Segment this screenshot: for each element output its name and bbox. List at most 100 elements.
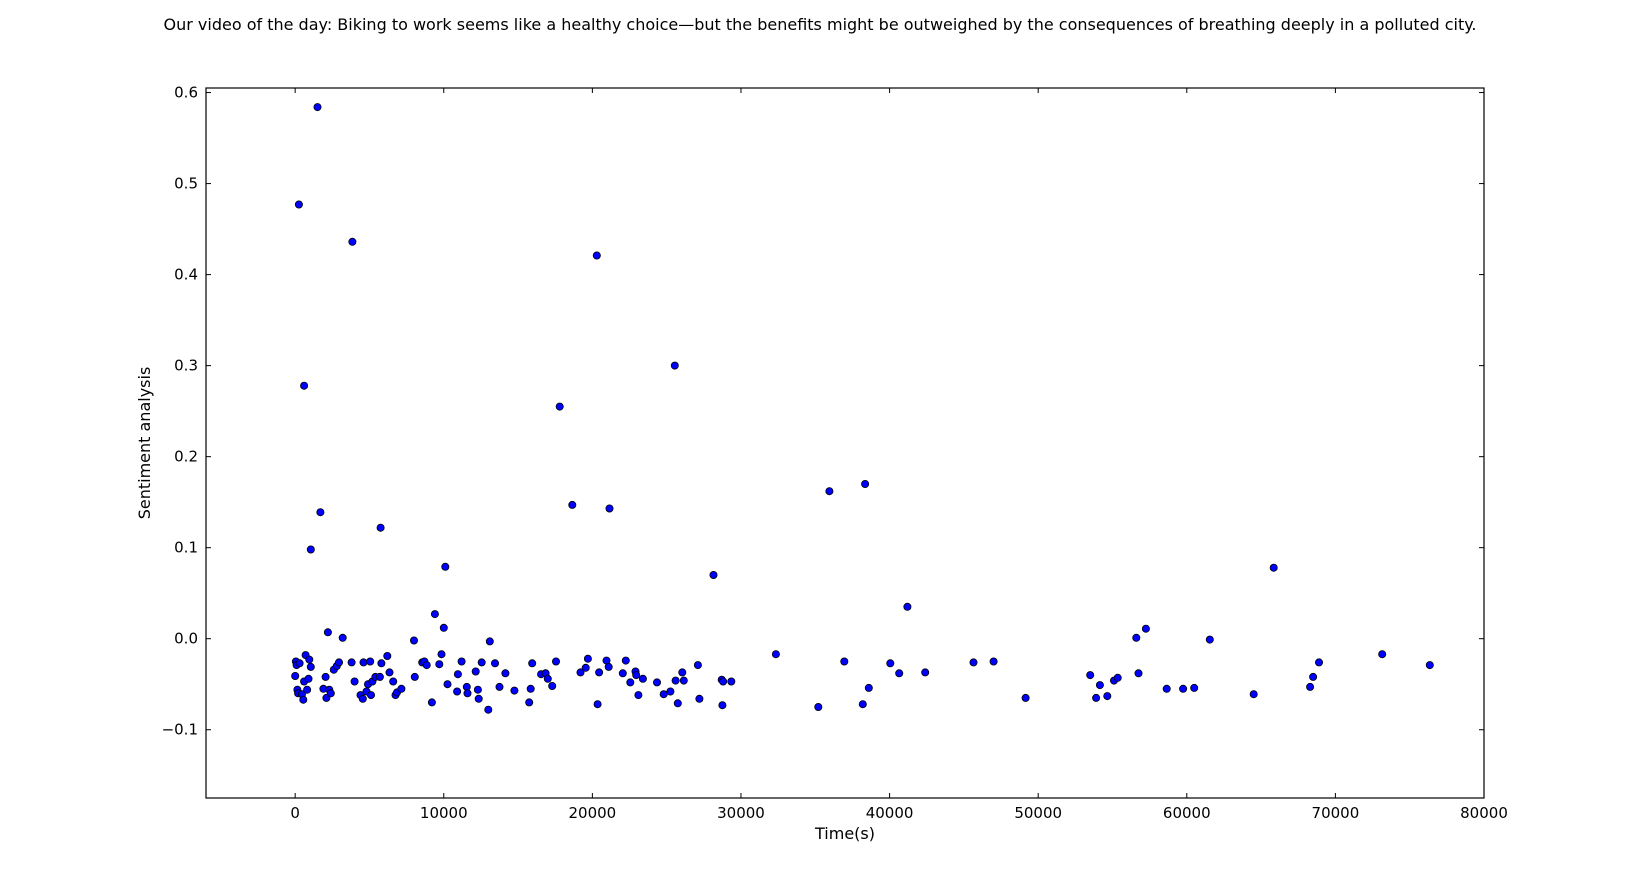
data-point (595, 668, 604, 677)
data-point (1095, 681, 1104, 690)
data-point (303, 685, 312, 694)
data-point (305, 655, 314, 664)
data-point (727, 677, 736, 686)
data-point (1162, 684, 1171, 693)
data-point (771, 650, 780, 659)
data-point (593, 700, 602, 709)
data-point (1378, 650, 1387, 659)
data-point (632, 671, 641, 680)
data-point (409, 636, 418, 645)
data-point (626, 678, 635, 687)
data-point (348, 237, 357, 246)
data-point (350, 677, 359, 686)
data-point (439, 623, 448, 632)
x-tick-label: 0 (290, 804, 300, 822)
data-point (555, 402, 564, 411)
data-point (443, 680, 452, 689)
data-point (376, 523, 385, 532)
data-point (397, 684, 406, 693)
data-point (510, 686, 519, 695)
x-tick-label: 60000 (1163, 804, 1211, 822)
x-axis-ticks: 0 10000 20000 30000 40000 50000 60000 70000 8000… (290, 88, 1508, 822)
data-point (441, 562, 450, 571)
x-tick-label: 20000 (569, 804, 617, 822)
data-point (969, 658, 978, 667)
y-tick-label: 0.1 (174, 539, 198, 557)
data-point (359, 658, 368, 667)
data-point (1269, 563, 1278, 572)
x-tick-label: 30000 (717, 804, 765, 822)
data-point (313, 103, 322, 112)
y-axis-ticks: −0.1 0.0 0.1 0.2 0.3 0.4 0.5 0.6 (162, 84, 1484, 739)
data-point (1134, 669, 1143, 678)
data-point (1309, 672, 1318, 681)
data-point (719, 677, 728, 686)
y-tick-label: 0.0 (174, 630, 198, 648)
y-tick-label: 0.4 (174, 266, 198, 284)
data-point (1092, 693, 1101, 702)
data-point (383, 652, 392, 661)
data-point (321, 672, 330, 681)
x-tick-label: 40000 (866, 804, 914, 822)
data-point (326, 689, 335, 698)
x-axis-label: Time(s) (814, 824, 875, 843)
data-point (495, 682, 504, 691)
data-point (1103, 692, 1112, 701)
data-point (581, 663, 590, 672)
data-point (858, 700, 867, 709)
data-point (1086, 671, 1095, 680)
data-point (427, 698, 436, 707)
data-point (814, 703, 823, 712)
x-tick-label: 50000 (1014, 804, 1062, 822)
data-point (501, 669, 510, 678)
y-axis-label: Sentiment analysis (135, 367, 154, 520)
data-point (291, 672, 300, 681)
data-point (552, 657, 561, 666)
data-point (576, 668, 585, 677)
y-tick-label: 0.2 (174, 448, 198, 466)
data-point (605, 504, 614, 513)
y-tick-label: 0.3 (174, 357, 198, 375)
data-point (670, 361, 679, 370)
data-point (453, 670, 462, 679)
data-point (526, 684, 535, 693)
data-point (673, 699, 682, 708)
x-tick-label: 10000 (420, 804, 468, 822)
data-point (377, 659, 386, 668)
data-point (366, 657, 375, 666)
data-point (1205, 635, 1214, 644)
data-point (1179, 684, 1188, 693)
data-point (304, 674, 313, 683)
data-point (666, 687, 675, 696)
data-point (366, 691, 375, 700)
data-point (678, 668, 687, 677)
data-point (583, 654, 592, 663)
data-point (895, 669, 904, 678)
data-point (903, 602, 912, 611)
data-point (679, 676, 688, 685)
data-point (410, 672, 419, 681)
data-point (300, 381, 309, 390)
data-point (323, 628, 332, 637)
plot-frame (205, 87, 1485, 799)
data-point (543, 674, 552, 683)
data-point (471, 667, 480, 676)
data-point (695, 694, 704, 703)
data-point (457, 657, 466, 666)
data-point (864, 683, 873, 692)
data-point (634, 691, 643, 700)
data-point (338, 633, 347, 642)
data-point (485, 637, 494, 646)
data-point (525, 698, 534, 707)
data-point (1021, 693, 1030, 702)
data-point (375, 672, 384, 681)
data-point (334, 658, 343, 667)
data-point (653, 678, 662, 687)
data-point (568, 500, 577, 509)
chart-title: Our video of the day: Biking to work see… (164, 15, 1477, 34)
data-point (1132, 633, 1141, 642)
data-point (618, 669, 627, 678)
data-point (299, 695, 308, 704)
data-point (306, 662, 315, 671)
data-point (306, 545, 315, 554)
